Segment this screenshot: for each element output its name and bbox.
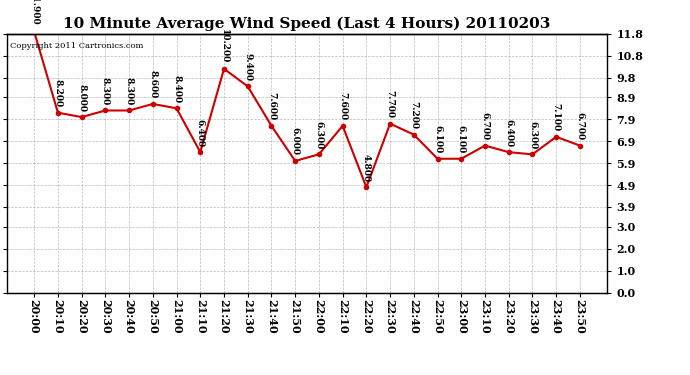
Text: 7.100: 7.100 bbox=[552, 103, 561, 131]
Text: 7.600: 7.600 bbox=[338, 92, 347, 120]
Text: 11.900: 11.900 bbox=[30, 0, 39, 26]
Text: 4.800: 4.800 bbox=[362, 154, 371, 182]
Text: 7.200: 7.200 bbox=[409, 101, 418, 129]
Text: Copyright 2011 Cartronics.com: Copyright 2011 Cartronics.com bbox=[10, 42, 144, 50]
Text: 6.100: 6.100 bbox=[433, 125, 442, 153]
Text: 9.400: 9.400 bbox=[244, 53, 253, 81]
Text: 6.300: 6.300 bbox=[315, 121, 324, 149]
Text: 6.400: 6.400 bbox=[504, 118, 513, 147]
Text: 6.300: 6.300 bbox=[528, 121, 537, 149]
Text: 8.600: 8.600 bbox=[148, 70, 157, 99]
Text: 6.700: 6.700 bbox=[480, 112, 489, 140]
Text: 8.000: 8.000 bbox=[77, 84, 86, 112]
Text: 8.200: 8.200 bbox=[53, 79, 62, 107]
Text: 6.400: 6.400 bbox=[196, 118, 205, 147]
Text: 8.300: 8.300 bbox=[101, 77, 110, 105]
Text: 10.200: 10.200 bbox=[219, 29, 228, 63]
Text: 8.400: 8.400 bbox=[172, 75, 181, 103]
Text: 7.600: 7.600 bbox=[267, 92, 276, 120]
Title: 10 Minute Average Wind Speed (Last 4 Hours) 20110203: 10 Minute Average Wind Speed (Last 4 Hou… bbox=[63, 17, 551, 31]
Text: 6.000: 6.000 bbox=[290, 128, 299, 156]
Text: 8.300: 8.300 bbox=[125, 77, 134, 105]
Text: 7.700: 7.700 bbox=[386, 90, 395, 118]
Text: 6.100: 6.100 bbox=[457, 125, 466, 153]
Text: 6.700: 6.700 bbox=[575, 112, 584, 140]
